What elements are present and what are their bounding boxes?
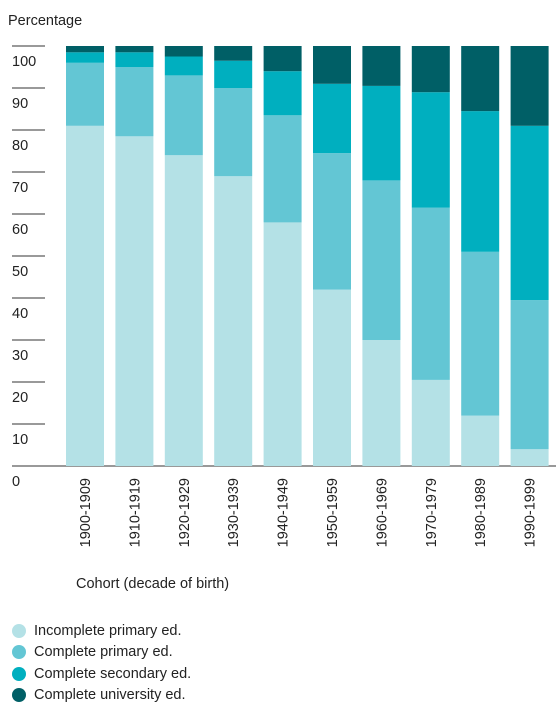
bar-segment <box>510 449 549 466</box>
bar-segment <box>313 153 351 290</box>
x-tick-label: 1900-1909 <box>78 478 94 547</box>
x-tick-label: 1970-1979 <box>424 478 440 547</box>
legend-label: Complete university ed. <box>34 687 186 704</box>
x-tick-label: 1980-1989 <box>473 478 489 547</box>
bar-segment <box>164 75 203 156</box>
legend-swatch <box>12 645 26 660</box>
bar-segment <box>362 340 401 466</box>
bar-segment <box>263 222 302 466</box>
bar-segment <box>263 46 302 72</box>
y-tick-labels: 0 10 20 30 40 50 60 70 80 90 100 <box>12 54 36 490</box>
bar-segment <box>510 46 549 126</box>
x-tick-label: 1910-1919 <box>127 478 143 547</box>
bar-segment <box>461 251 500 416</box>
bar-segment <box>214 60 253 88</box>
legend-swatch <box>12 666 26 681</box>
x-tick-label: 1950-1959 <box>325 478 341 547</box>
bar-segment <box>313 289 351 466</box>
bar-segment <box>461 415 500 466</box>
y-tick-label: 100 <box>12 54 36 70</box>
bar-segment <box>411 207 450 380</box>
bar-segment <box>115 46 154 53</box>
stacked-bar-chart: Percentage 0 10 20 30 40 50 60 70 80 90 100 1900-1… <box>8 13 556 592</box>
y-tick-label: 70 <box>12 180 28 196</box>
y-tick-label: 90 <box>12 96 28 112</box>
y-tick-label: 50 <box>12 264 28 280</box>
bar-segment <box>263 115 302 223</box>
legend-swatch <box>12 623 26 638</box>
y-tick-label: 30 <box>12 348 28 364</box>
bar-segment <box>164 46 203 57</box>
bar-segment <box>164 56 203 76</box>
legend-item: Complete university ed. <box>12 685 191 707</box>
bar-segment <box>362 180 401 340</box>
x-tick-label: 1960-1969 <box>374 478 390 547</box>
legend-label: Complete primary ed. <box>34 644 173 661</box>
x-tick-label: 1930-1939 <box>226 478 242 547</box>
legend-label: Complete secondary ed. <box>34 665 192 682</box>
y-tick-label: 60 <box>12 222 28 238</box>
legend: Incomplete primary ed. Complete primary e… <box>12 620 191 706</box>
x-tick-label: 1940-1949 <box>276 478 292 547</box>
bar-segment <box>115 67 154 137</box>
bar-segment <box>362 85 401 181</box>
x-tick-labels: 1900-1909 1910-1919 1920-1929 1930-1939 1940… <box>78 478 539 547</box>
bar-segment <box>461 46 500 112</box>
bar-segment <box>263 71 302 116</box>
y-tick-label: 10 <box>12 432 28 448</box>
bar-segment <box>66 125 104 467</box>
y-tick-label: 40 <box>12 306 28 322</box>
bar-segment <box>115 136 154 467</box>
bar-segment <box>214 176 253 466</box>
bar-segment <box>411 46 450 93</box>
bar-segment <box>214 46 253 61</box>
y-tick-label: 0 <box>12 474 20 490</box>
y-tick-label: 80 <box>12 138 28 154</box>
y-axis-title: Percentage <box>8 13 82 29</box>
bar-segment <box>313 83 351 154</box>
bar-segment <box>510 125 549 301</box>
bar-segment <box>411 92 450 208</box>
legend-item: Complete secondary ed. <box>12 663 191 685</box>
bar-stacks <box>66 46 549 467</box>
x-tick-label: 1990-1999 <box>523 478 539 547</box>
x-tick-label: 1920-1929 <box>177 478 193 547</box>
legend-swatch <box>12 688 26 703</box>
x-axis-title: Cohort (decade of birth) <box>76 576 229 592</box>
bar-segment <box>362 46 401 86</box>
bar-segment <box>313 46 351 84</box>
bar-segment <box>66 52 104 63</box>
legend-label: Incomplete primary ed. <box>34 622 182 639</box>
bar-segment <box>510 300 549 450</box>
bar-segment <box>411 379 450 466</box>
bar-segment <box>214 88 253 177</box>
bar-segment <box>66 62 104 126</box>
legend-item: Incomplete primary ed. <box>12 620 191 642</box>
bar-segment <box>164 155 203 466</box>
y-tick-label: 20 <box>12 390 28 406</box>
bar-segment <box>115 52 154 67</box>
bar-segment <box>66 46 104 53</box>
bar-segment <box>461 111 500 252</box>
legend-item: Complete primary ed. <box>12 642 191 664</box>
